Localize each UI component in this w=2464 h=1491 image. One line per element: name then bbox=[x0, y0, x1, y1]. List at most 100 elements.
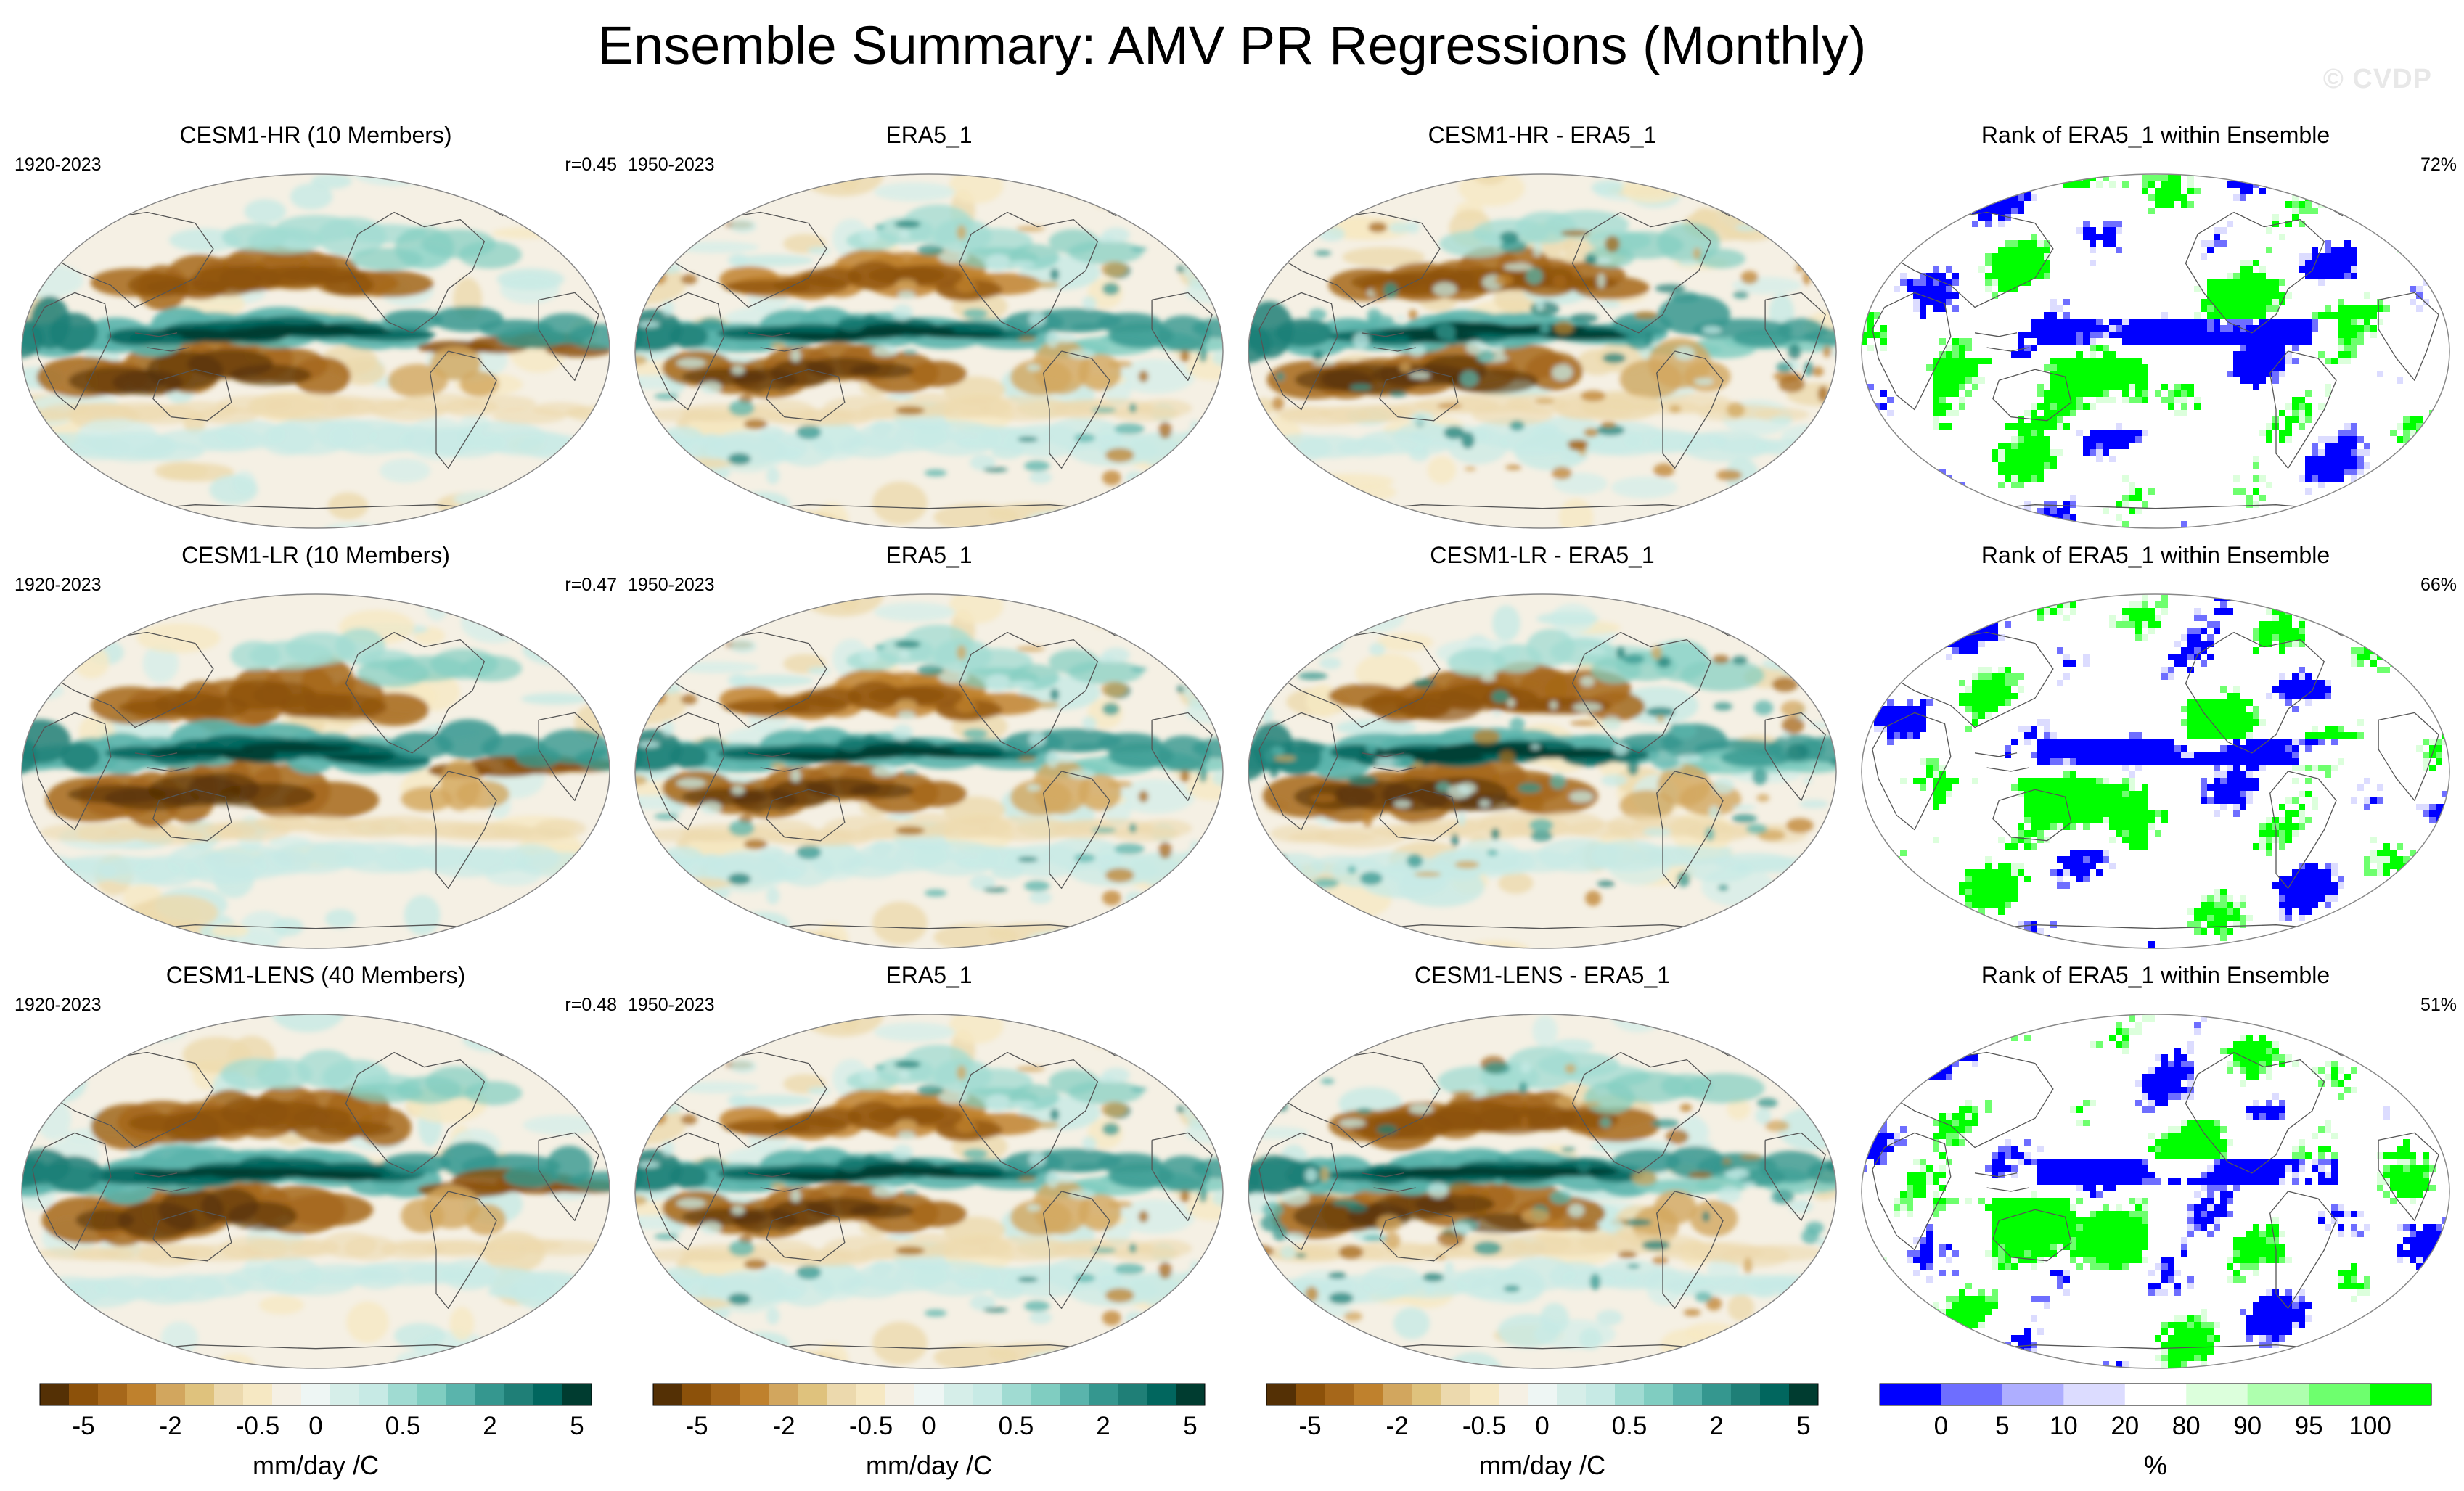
colorbar-swatch bbox=[740, 1384, 770, 1405]
panel-title: CESM1-HR - ERA5_1 bbox=[1428, 122, 1657, 148]
colorbar-tick-label: 0 bbox=[308, 1412, 322, 1440]
panel-difference-row3: CESM1-LENS - ERA5_1 bbox=[1241, 961, 1843, 1374]
colorbar-units-label: mm/day /C bbox=[865, 1450, 993, 1480]
colorbar-swatch bbox=[798, 1384, 828, 1405]
colorbar-swatch bbox=[1528, 1384, 1558, 1405]
colorbar-tick-label: 0.5 bbox=[385, 1412, 421, 1440]
colorbar-swatch bbox=[1060, 1384, 1089, 1405]
panel-obs-row2: ERA5_1 1950-2023 bbox=[628, 541, 1230, 954]
colorbar-swatch bbox=[127, 1384, 157, 1405]
colorbar-tick-label: -5 bbox=[685, 1412, 708, 1440]
panel-title: ERA5_1 bbox=[885, 122, 973, 148]
colorbar-swatch bbox=[711, 1384, 741, 1405]
rank-percent-label: 66% bbox=[2420, 575, 2457, 595]
colorbar-swatch bbox=[69, 1384, 99, 1405]
colorbar-swatch bbox=[1412, 1384, 1441, 1405]
colorbar-swatch bbox=[214, 1384, 244, 1405]
panel-title: Rank of ERA5_1 within Ensemble bbox=[1981, 122, 2330, 148]
colorbar-obs: -5 -2 -0.5 0 0.5 2 5 mm/day /C bbox=[652, 1383, 1206, 1485]
colorbar-tick-label: -5 bbox=[72, 1412, 94, 1440]
colorbar-swatch bbox=[1789, 1384, 1819, 1405]
colorbar-swatch bbox=[1118, 1384, 1147, 1405]
rank-map bbox=[1861, 593, 2450, 949]
difference-map bbox=[1248, 593, 1837, 949]
colorbar-swatch bbox=[2002, 1384, 2064, 1405]
colorbar-units-label: % bbox=[2143, 1450, 2167, 1480]
precip-regression-map bbox=[21, 173, 610, 529]
colorbar-tick-label: -2 bbox=[1386, 1412, 1408, 1440]
colorbar-swatch bbox=[1031, 1384, 1060, 1405]
panel-model-row3: CESM1-LENS (40 Members) 1920-2023 r=0.48 bbox=[15, 961, 617, 1374]
rank-percent-label: 51% bbox=[2420, 995, 2457, 1015]
colorbar-swatch bbox=[682, 1384, 712, 1405]
years-label: 1950-2023 bbox=[628, 575, 715, 595]
rank-map bbox=[1861, 173, 2450, 529]
colorbar-swatch bbox=[2370, 1384, 2432, 1405]
colorbar-swatch bbox=[1880, 1384, 1941, 1405]
colorbar-swatch bbox=[827, 1384, 857, 1405]
panel-rank-row2: Rank of ERA5_1 within Ensemble 66% bbox=[1854, 541, 2457, 954]
colorbar-swatch bbox=[388, 1384, 418, 1405]
colorbar-swatch bbox=[504, 1384, 534, 1405]
colorbar-swatch bbox=[1470, 1384, 1499, 1405]
colorbar-tick-label: 0.5 bbox=[999, 1412, 1034, 1440]
colorbar-frame bbox=[652, 1383, 1206, 1406]
colorbar-swatch bbox=[1002, 1384, 1031, 1405]
colorbar-swatch bbox=[1673, 1384, 1703, 1405]
colorbar-swatch bbox=[185, 1384, 215, 1405]
colorbar-swatches: -5 -2 -0.5 0 0.5 2 5 bbox=[652, 1383, 1206, 1440]
colorbar-swatch bbox=[1499, 1384, 1528, 1405]
colorbar-swatch bbox=[330, 1384, 360, 1405]
panel-title: ERA5_1 bbox=[885, 542, 973, 568]
colorbar-tick-label: 90 bbox=[2233, 1412, 2262, 1440]
pattern-correlation-label: r=0.45 bbox=[565, 155, 617, 175]
difference-map bbox=[1248, 1014, 1837, 1369]
colorbar-swatch bbox=[2247, 1384, 2309, 1405]
colorbar-swatch bbox=[243, 1384, 273, 1405]
colorbar-swatch bbox=[944, 1384, 973, 1405]
panel-title: CESM1-HR (10 Members) bbox=[179, 122, 452, 148]
colorbar-swatch bbox=[885, 1384, 915, 1405]
colorbar-tick-label: 2 bbox=[1096, 1412, 1110, 1440]
colorbar-swatch bbox=[1383, 1384, 1412, 1405]
colorbar-swatch bbox=[1644, 1384, 1674, 1405]
panel-obs-row3: ERA5_1 1950-2023 bbox=[628, 961, 1230, 1374]
panel-title: Rank of ERA5_1 within Ensemble bbox=[1981, 542, 2330, 568]
colorbar-swatch bbox=[1586, 1384, 1616, 1405]
colorbar-difference: -5 -2 -0.5 0 0.5 2 5 mm/day /C bbox=[1266, 1383, 1819, 1485]
panel-title: Rank of ERA5_1 within Ensemble bbox=[1981, 962, 2330, 988]
colorbar-swatches: -5 -2 -0.5 0 0.5 2 5 bbox=[1266, 1383, 1819, 1440]
colorbar-swatch bbox=[1615, 1384, 1645, 1405]
colorbar-swatch bbox=[1296, 1384, 1325, 1405]
colorbar-tick-label: -0.5 bbox=[1462, 1412, 1506, 1440]
colorbar-frame bbox=[1266, 1383, 1819, 1406]
colorbar-swatch bbox=[1266, 1384, 1296, 1405]
panel-difference-row1: CESM1-HR - ERA5_1 bbox=[1241, 120, 1843, 534]
colorbar-swatch bbox=[1089, 1384, 1118, 1405]
panel-rank-row3: Rank of ERA5_1 within Ensemble 51% bbox=[1854, 961, 2457, 1374]
panel-title: CESM1-LR - ERA5_1 bbox=[1430, 542, 1655, 568]
colorbar-tick-label: -2 bbox=[772, 1412, 795, 1440]
colorbar-units-label: mm/day /C bbox=[1478, 1450, 1606, 1480]
rank-map bbox=[1861, 1014, 2450, 1369]
colorbar-tick-label: 5 bbox=[1183, 1412, 1197, 1440]
panel-title: CESM1-LENS - ERA5_1 bbox=[1414, 962, 1671, 988]
colorbar-swatch bbox=[1557, 1384, 1587, 1405]
colorbar-swatch bbox=[1441, 1384, 1470, 1405]
colorbar-tick-label: 0.5 bbox=[1612, 1412, 1648, 1440]
colorbar-swatches: -5 -2 -0.5 0 0.5 2 5 bbox=[39, 1383, 592, 1440]
colorbar-swatch bbox=[562, 1384, 592, 1405]
colorbar-tick-label: 100 bbox=[2349, 1412, 2391, 1440]
panel-difference-row2: CESM1-LR - ERA5_1 bbox=[1241, 541, 1843, 954]
precip-regression-map bbox=[634, 1014, 1224, 1369]
difference-map bbox=[1248, 173, 1837, 529]
colorbar-swatch bbox=[446, 1384, 476, 1405]
colorbar-swatch bbox=[769, 1384, 799, 1405]
colorbar-tick-label: -0.5 bbox=[849, 1412, 893, 1440]
panel-model-row1: CESM1-HR (10 Members) 1920-2023 r=0.45 bbox=[15, 120, 617, 534]
colorbar-swatch bbox=[359, 1384, 389, 1405]
colorbar-swatch bbox=[1147, 1384, 1176, 1405]
colorbar-units-label: mm/day /C bbox=[252, 1450, 380, 1480]
colorbar-swatch bbox=[1731, 1384, 1761, 1405]
colorbar-tick-label: -5 bbox=[1298, 1412, 1321, 1440]
